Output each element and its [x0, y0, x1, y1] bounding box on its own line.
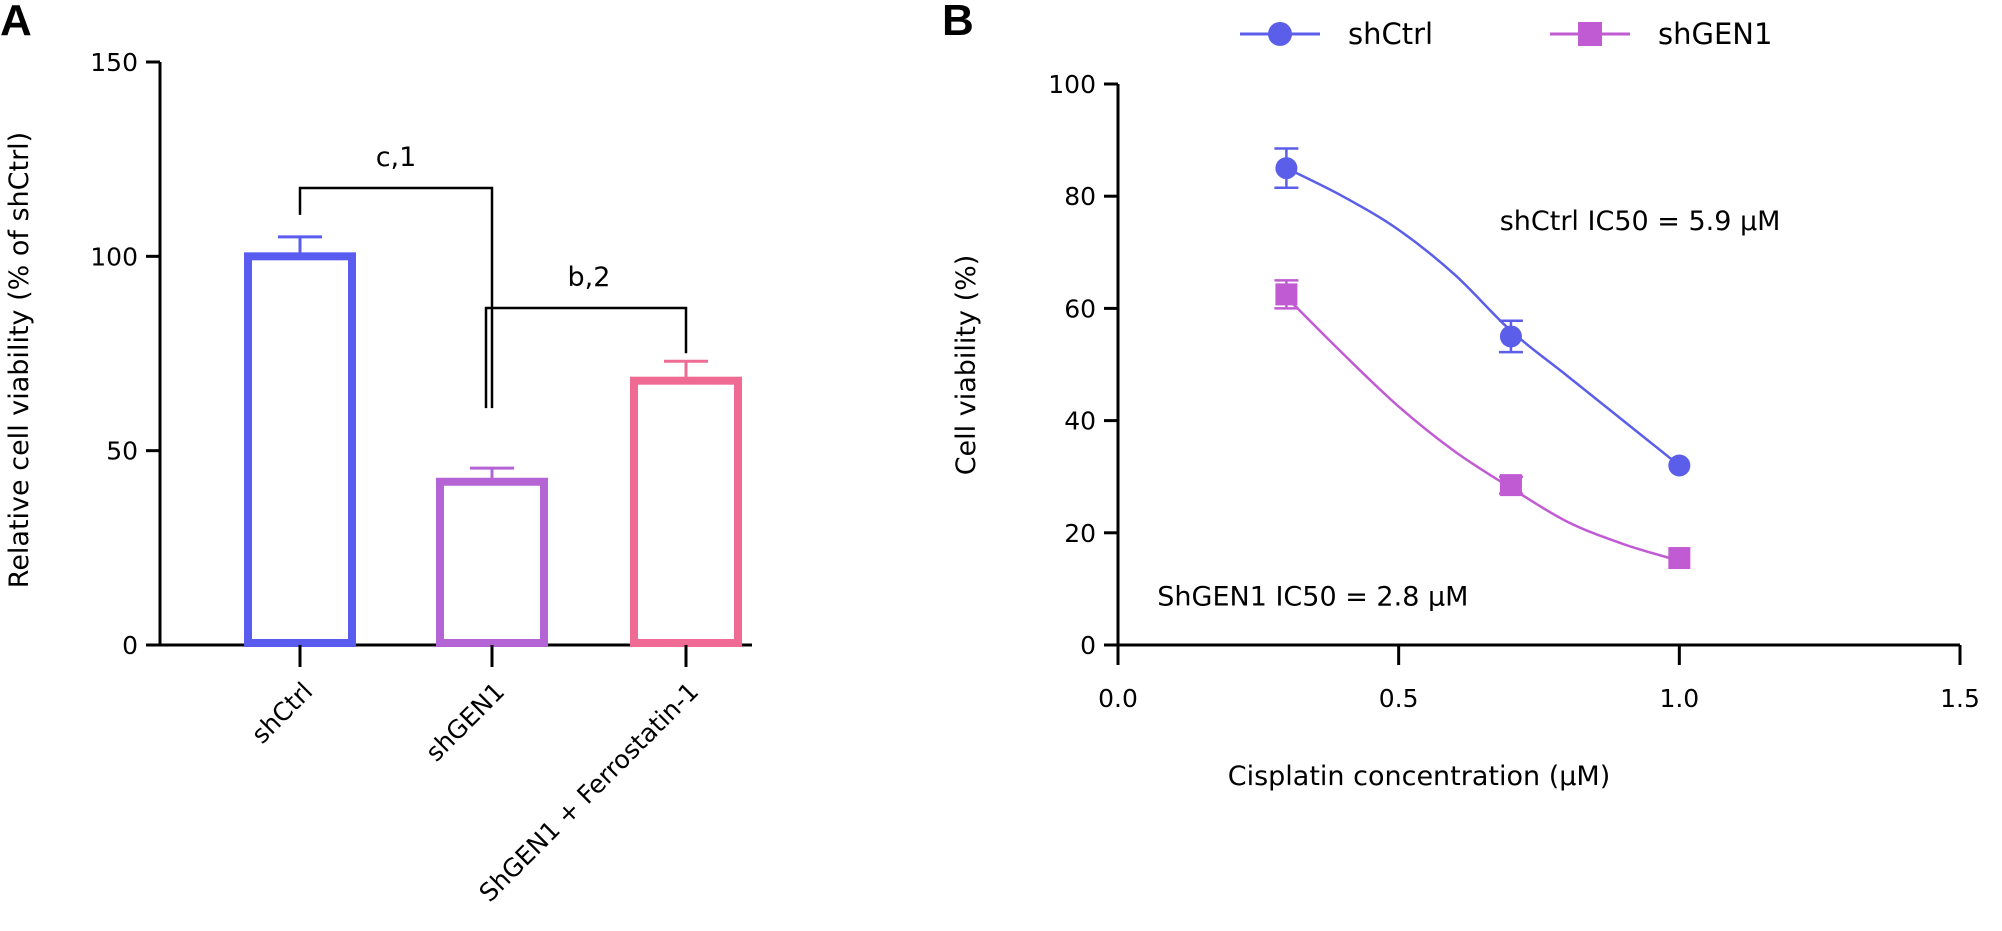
x-tick-label: 1.5 [1940, 684, 1980, 713]
y-tick-label: 20 [1064, 519, 1096, 548]
data-point [1668, 547, 1691, 570]
y-tick-label: 60 [1064, 294, 1096, 323]
legend-label: shCtrl [1348, 17, 1433, 51]
data-point [1275, 283, 1298, 306]
data-point [1668, 454, 1691, 477]
panel-a-label: A [0, 0, 32, 45]
x-axis-title: Cisplatin concentration (μM) [1228, 761, 1611, 792]
significance-bracket [484, 306, 688, 409]
bar [630, 376, 742, 647]
y-tick-label: 150 [90, 48, 138, 77]
data-point [1275, 157, 1298, 180]
legend-label: shGEN1 [1658, 17, 1772, 51]
ic50-annotation: ShGEN1 IC50 = 2.8 μM [1157, 582, 1468, 613]
bar [244, 252, 356, 647]
data-point [1499, 325, 1522, 348]
significance-label: b,2 [568, 262, 611, 293]
y-tick-label: 80 [1064, 182, 1096, 211]
x-tick-label: 0.0 [1098, 684, 1138, 713]
x-tick-label: 0.5 [1379, 684, 1419, 713]
ic50-annotation: shCtrl IC50 = 5.9 μM [1500, 206, 1781, 237]
x-tick-label: 1.0 [1659, 684, 1699, 713]
legend-marker [1578, 22, 1602, 46]
line-chart: 0 20 40 60 80 100 0.0 0.5 1.0 1.5 shCtrl shGEN1 shCt… [951, 17, 1980, 792]
x-tick-label: shGEN1 [420, 677, 510, 767]
x-tick-label: shCtrl [246, 677, 318, 749]
panel-b-label: B [942, 0, 974, 45]
y-axis-title: Relative cell viability (% of shCtrl) [4, 132, 35, 588]
series-fit-curve [1285, 167, 1681, 467]
bar [436, 477, 548, 648]
x-tick-label: ShGEN1 + Ferrostatin-1 [474, 677, 705, 908]
significance-bracket [298, 186, 494, 409]
y-tick-label: 50 [106, 437, 138, 466]
data-point [1499, 474, 1522, 497]
y-axis-title: Cell viability (%) [951, 255, 982, 476]
y-tick-label: 100 [90, 242, 138, 271]
significance-label: c,1 [376, 142, 417, 173]
y-tick-label: 0 [1080, 631, 1096, 660]
y-tick-label: 0 [122, 631, 138, 660]
legend-marker [1268, 22, 1292, 46]
series-fit-curve [1285, 296, 1680, 563]
y-tick-label: 40 [1064, 407, 1096, 436]
y-tick-label: 100 [1048, 70, 1096, 99]
